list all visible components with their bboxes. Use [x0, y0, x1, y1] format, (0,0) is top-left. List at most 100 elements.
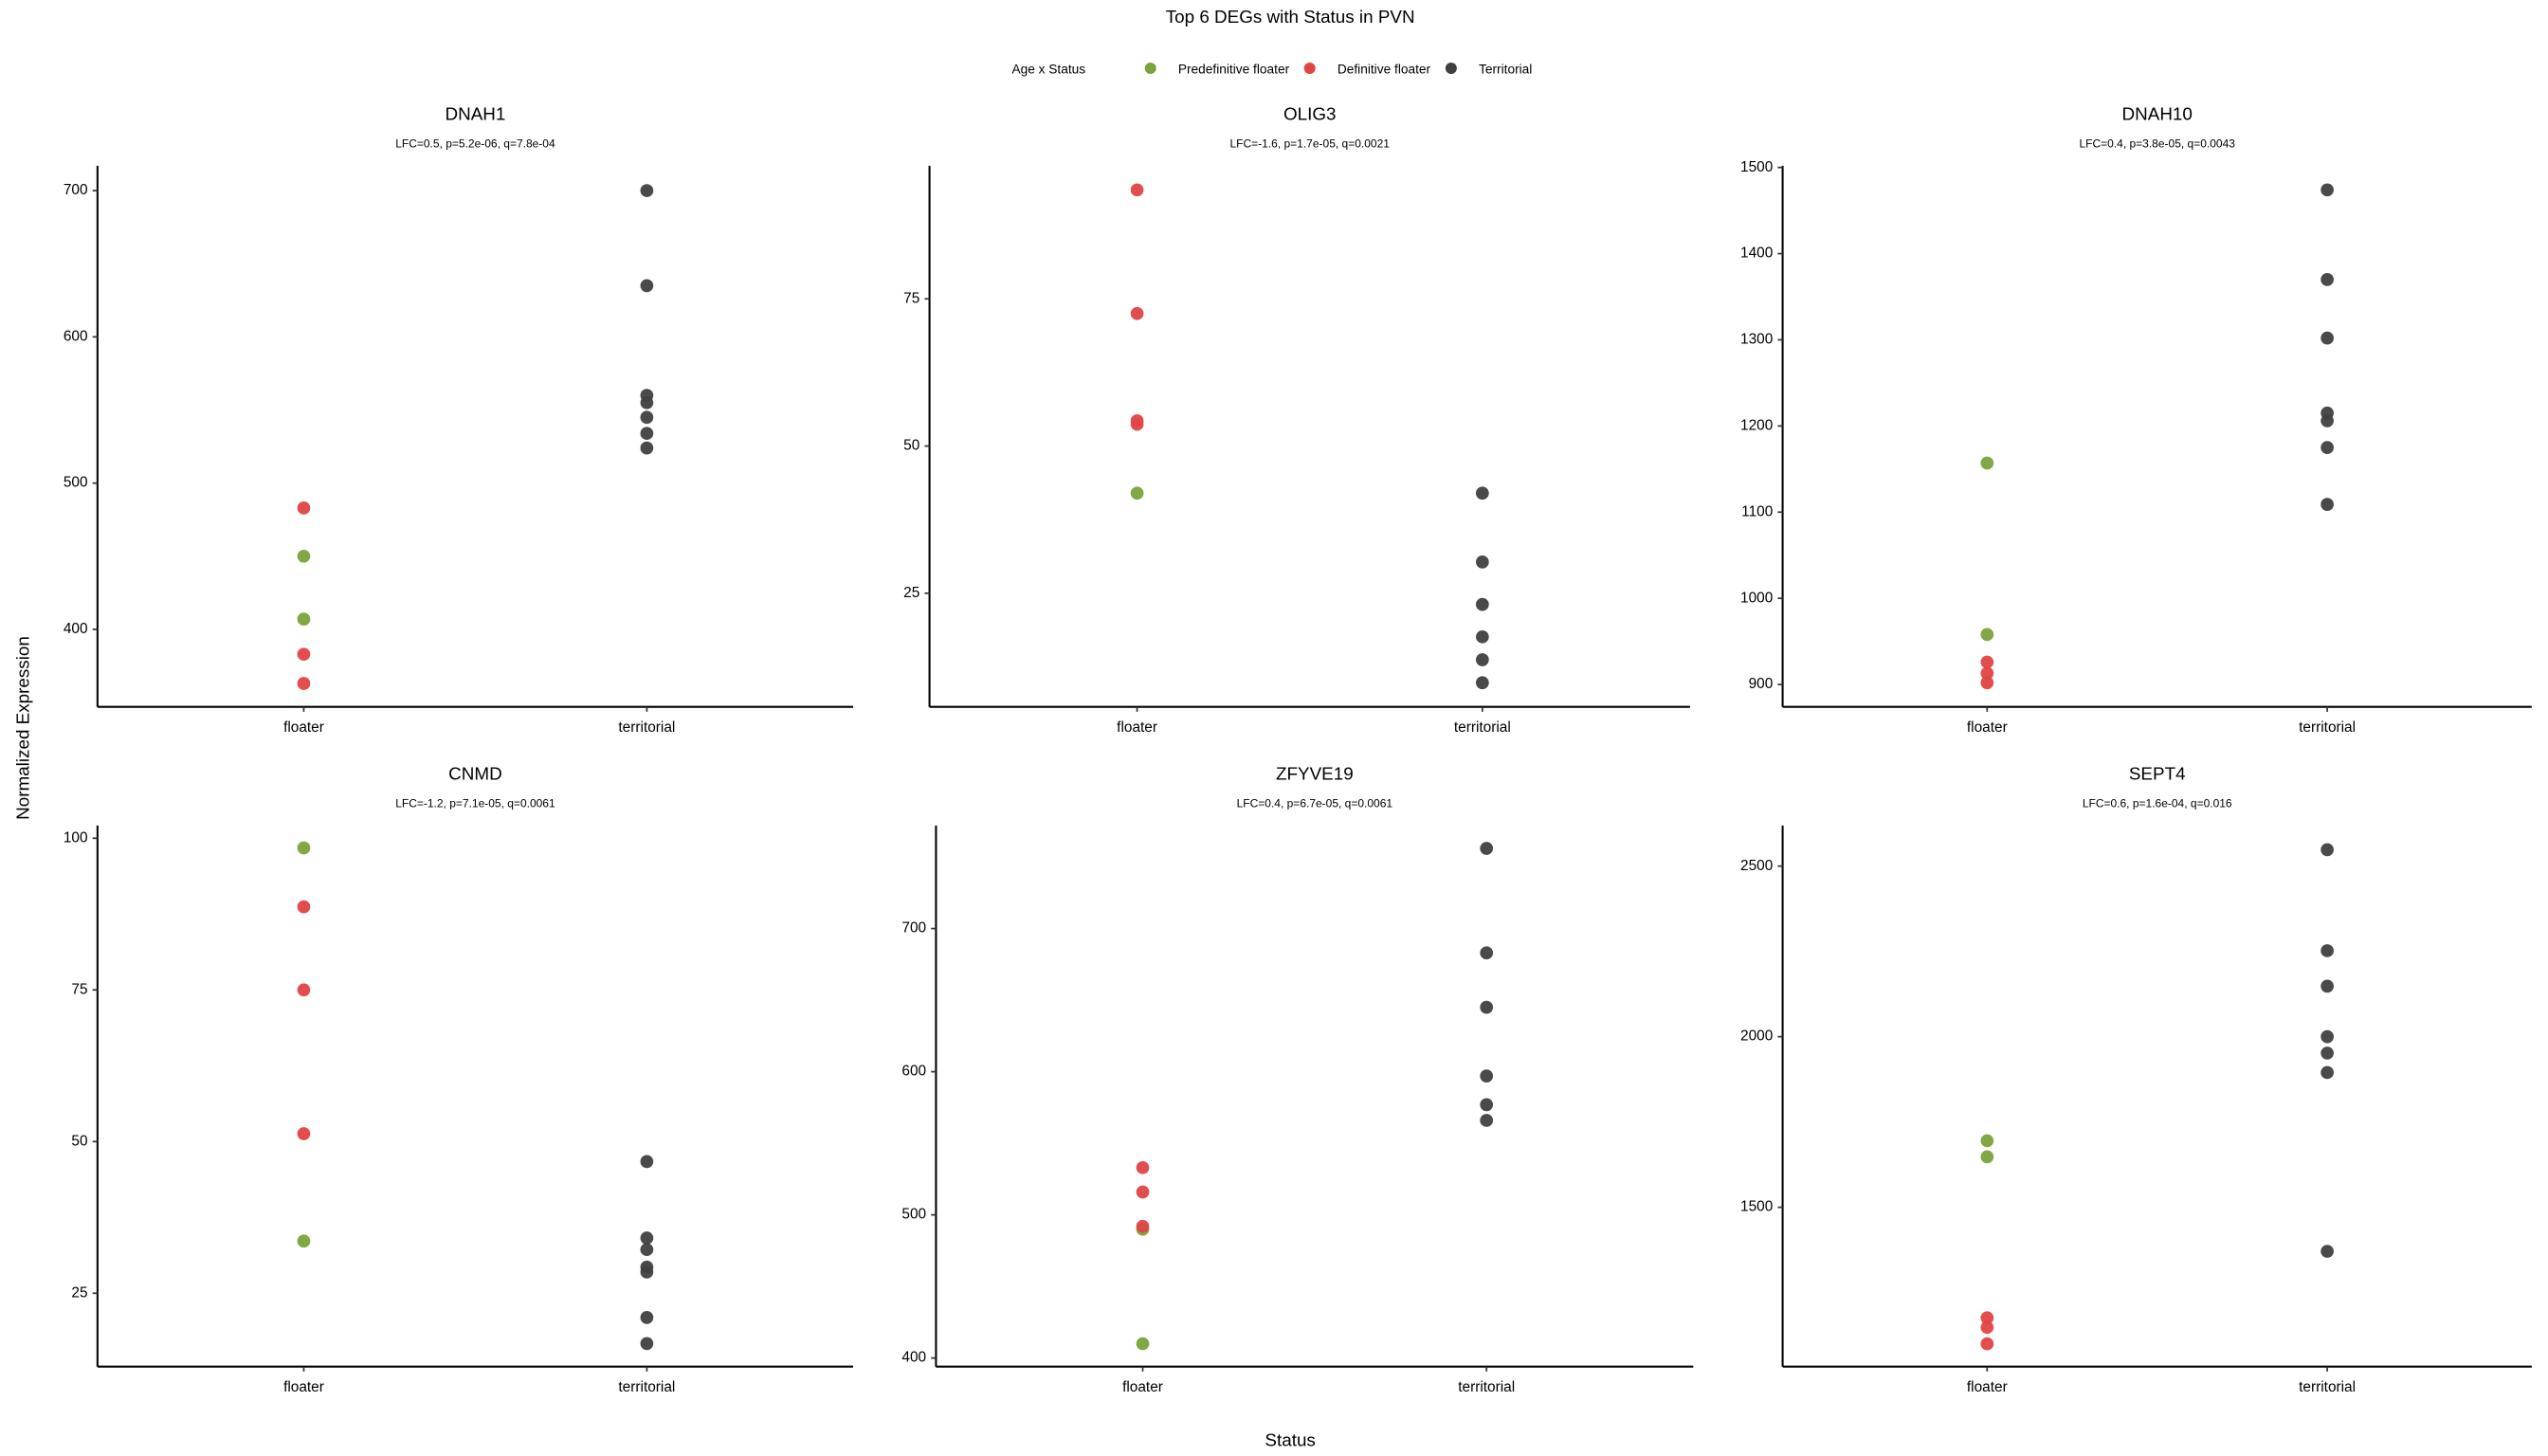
- data-point: [1130, 306, 1144, 320]
- x-tick-label: territorial: [618, 1379, 675, 1395]
- data-point: [640, 427, 654, 441]
- x-tick-label: territorial: [1458, 1379, 1515, 1395]
- data-point: [1980, 456, 1994, 470]
- data-point: [1475, 676, 1489, 690]
- x-tick-label: floater: [283, 1379, 324, 1395]
- y-tick-label: 500: [901, 1207, 926, 1223]
- data-point: [640, 1337, 654, 1351]
- y-tick-label: 1500: [1740, 159, 1773, 175]
- data-point: [2320, 1029, 2334, 1044]
- panel-subtitle: LFC=0.4, p=6.7e-05, q=0.0061: [1237, 797, 1393, 810]
- y-tick-label: 600: [901, 1064, 926, 1080]
- data-point: [1480, 1114, 1494, 1127]
- data-point: [2320, 272, 2334, 286]
- data-point: [640, 1311, 654, 1324]
- data-point: [1480, 1098, 1494, 1112]
- data-point: [1480, 1000, 1494, 1014]
- data-point: [640, 410, 654, 425]
- y-tick-label: 700: [64, 182, 88, 198]
- data-point: [297, 612, 311, 626]
- y-tick-label: 1300: [1740, 332, 1773, 348]
- data-point: [1980, 1320, 1994, 1335]
- data-point: [297, 647, 311, 662]
- y-tick-label: 1000: [1740, 590, 1773, 606]
- data-point: [640, 1265, 654, 1279]
- data-point: [297, 549, 311, 563]
- data-point: [1130, 183, 1144, 197]
- y-tick-label: 25: [903, 585, 919, 601]
- data-point: [1480, 842, 1494, 855]
- data-point: [2320, 1046, 2334, 1060]
- legend-swatch: [1445, 63, 1457, 74]
- data-point: [1136, 1185, 1150, 1199]
- legend-label: Definitive floater: [1338, 62, 1431, 76]
- y-tick-label: 900: [1749, 676, 1774, 692]
- data-point: [2320, 498, 2334, 511]
- y-tick-label: 400: [64, 621, 88, 637]
- y-tick-label: 1500: [1740, 1199, 1773, 1215]
- legend-label: Predefinitive floater: [1178, 62, 1290, 76]
- panel-subtitle: LFC=-1.2, p=7.1e-05, q=0.0061: [395, 797, 555, 810]
- legend-swatch: [1144, 63, 1156, 74]
- legend-title: Age x Status: [1011, 62, 1085, 76]
- data-point: [640, 441, 654, 455]
- data-point: [1136, 1160, 1150, 1174]
- panel-title: DNAH10: [2122, 104, 2193, 124]
- panel-subtitle: LFC=-1.6, p=1.7e-05, q=0.0021: [1229, 137, 1390, 151]
- data-point: [1980, 1311, 1994, 1325]
- x-tick-label: territorial: [2299, 719, 2356, 736]
- y-tick-label: 50: [71, 1133, 87, 1149]
- x-tick-label: floater: [1967, 1379, 2008, 1395]
- y-tick-label: 75: [71, 981, 87, 997]
- y-tick-label: 50: [903, 438, 919, 454]
- data-point: [297, 900, 311, 914]
- data-point: [2320, 1065, 2334, 1080]
- data-point: [1475, 653, 1489, 666]
- panel-title: DNAH1: [445, 104, 505, 124]
- data-point: [1475, 629, 1489, 644]
- data-point: [2320, 441, 2334, 454]
- data-point: [2320, 331, 2334, 345]
- y-tick-label: 2000: [1740, 1028, 1773, 1045]
- data-point: [297, 841, 311, 855]
- data-point: [640, 395, 654, 410]
- data-point: [1130, 486, 1144, 500]
- data-point: [1980, 655, 1994, 669]
- panel-title: CNMD: [448, 764, 502, 784]
- y-tick-label: 600: [64, 328, 88, 344]
- x-tick-label: territorial: [1454, 719, 1511, 736]
- data-point: [640, 184, 654, 197]
- data-point: [1136, 1337, 1150, 1351]
- y-tick-label: 25: [71, 1284, 87, 1301]
- data-point: [2320, 414, 2334, 428]
- chart-title: Top 6 DEGs with Status in PVN: [1166, 7, 1415, 27]
- data-point: [1980, 1150, 1994, 1164]
- y-tick-label: 1100: [1741, 503, 1773, 519]
- panel-subtitle: LFC=0.5, p=5.2e-06, q=7.8e-04: [395, 137, 555, 151]
- data-point: [1980, 676, 1994, 690]
- data-point: [1980, 1134, 1994, 1148]
- data-point: [640, 1155, 654, 1169]
- y-tick-label: 700: [901, 920, 926, 937]
- data-point: [1480, 1069, 1494, 1083]
- x-tick-label: floater: [283, 719, 324, 736]
- x-tick-label: territorial: [2299, 1379, 2356, 1395]
- x-tick-label: floater: [1122, 1379, 1163, 1395]
- x-axis-label: Status: [1265, 1430, 1315, 1450]
- panel-subtitle: LFC=0.6, p=1.6e-04, q=0.016: [2083, 797, 2232, 810]
- data-point: [297, 1234, 311, 1248]
- data-point: [1475, 555, 1489, 569]
- x-tick-label: floater: [1117, 719, 1157, 736]
- data-point: [640, 1243, 654, 1257]
- y-tick-label: 100: [64, 829, 88, 846]
- y-tick-label: 1400: [1740, 246, 1773, 262]
- data-point: [2320, 843, 2334, 857]
- data-point: [1980, 628, 1994, 642]
- legend-label: Territorial: [1479, 62, 1532, 76]
- data-point: [2320, 183, 2334, 197]
- y-tick-label: 2500: [1740, 858, 1773, 874]
- y-tick-label: 400: [901, 1350, 926, 1366]
- data-point: [1480, 946, 1494, 960]
- panel-title: ZFYVE19: [1276, 764, 1354, 784]
